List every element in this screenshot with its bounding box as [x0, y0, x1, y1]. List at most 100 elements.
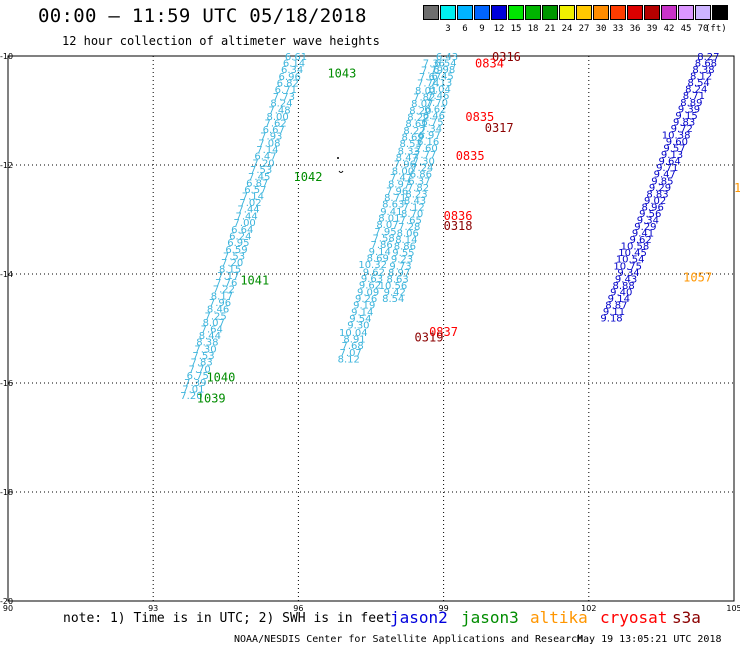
swh-value-label: 7.17 — [217, 271, 239, 282]
colorbar-tick-label: 36 — [629, 24, 641, 34]
swh-value-label: 7.68 — [341, 341, 363, 352]
swh-value-label: 8.97 — [388, 180, 410, 191]
swh-value-label: 9.42 — [384, 287, 406, 298]
swh-value-label: 7.22 — [213, 285, 235, 296]
colorbar-swatch — [440, 5, 456, 20]
swh-value-label: 7.77 — [414, 150, 436, 161]
swh-value-label: 6.62 — [424, 104, 446, 115]
swh-value-label: 6.64 — [231, 225, 253, 236]
y-tick-label: -16 — [0, 379, 13, 388]
swh-value-label: 8.87 — [605, 301, 627, 312]
swh-value-label: 7.82 — [413, 92, 435, 103]
colorbar-swatch — [508, 5, 524, 20]
swh-value-label: 7.65 — [400, 216, 422, 227]
swh-value-label: 10.45 — [618, 248, 647, 259]
swh-value-label: 9.63 — [361, 274, 383, 285]
mission-legend-jason3: jason3 — [461, 608, 519, 627]
swh-value-label: 6.24 — [229, 231, 251, 242]
swh-value-label: 8.88 — [613, 281, 635, 292]
axis-ticks: 90 93 96 99 102 105 -10 -12 -14 -16 -18 -20 — [0, 52, 740, 613]
track-time-label: 1042 — [294, 170, 323, 184]
colorbar-swatch — [525, 5, 541, 20]
swh-value-label: 9.64 — [658, 157, 680, 168]
swh-value-label: 7.08 — [258, 139, 280, 150]
swh-value-label: 7.74 — [417, 79, 439, 90]
grid-lines — [7, 55, 735, 602]
swh-value-label: 7.36 — [423, 59, 445, 70]
swh-value-label: 9.47 — [654, 170, 676, 181]
colorbar-swatch — [457, 5, 473, 20]
swh-value-label: 7.62 — [265, 118, 287, 129]
swh-value-label: 9.23 — [391, 255, 413, 266]
x-tick-label: 105 — [726, 604, 740, 613]
swh-value-label: 6.43 — [436, 52, 458, 63]
swh-value-label: 8.12 — [338, 354, 360, 365]
swh-value-label: 6.54 — [434, 59, 456, 70]
swh-value-label: 9.15 — [675, 111, 697, 122]
swh-value-label: 9.57 — [663, 144, 685, 155]
swh-value-label: 7.44 — [237, 205, 259, 216]
colorbar-swatch — [542, 5, 558, 20]
swh-value-label: 7.96 — [386, 187, 408, 198]
colorbar-tick-label: 18 — [527, 24, 539, 34]
swh-value-label: 9.02 — [644, 196, 666, 207]
colorbar-tick-label: 24 — [561, 24, 573, 34]
swh-value-label: 8.89 — [680, 98, 702, 109]
x-tick-label: 102 — [581, 604, 596, 613]
swh-value-label: 8.96 — [642, 202, 664, 213]
swh-value-label: 9.39 — [678, 104, 700, 115]
swh-value-label: 8.68 — [695, 59, 717, 70]
swh-value-label: 9.55 — [392, 248, 414, 259]
swh-value-label: 8.24 — [270, 98, 292, 109]
swh-value-label: 6.04 — [429, 85, 451, 96]
colorbar-tick-label: 45 — [680, 24, 692, 34]
swh-value-label: 9.14 — [369, 247, 391, 258]
colorbar-swatch — [678, 5, 694, 20]
swh-value-label: 9.43 — [615, 274, 637, 285]
swh-value-label: 9.62 — [363, 267, 385, 278]
swh-value-label: 7.83 — [190, 358, 212, 369]
colorbar-swatch — [627, 5, 643, 20]
swh-value-label: 6.98 — [433, 65, 455, 76]
colorbar-tick-label: 6 — [462, 24, 468, 34]
swh-value-label: 8.63 — [386, 274, 408, 285]
swh-value-label: 7.86 — [371, 240, 393, 251]
swh-value-label: 8.46 — [207, 304, 229, 315]
swh-value-label: 8.54 — [382, 294, 404, 305]
swh-value-label: 7.73 — [273, 92, 295, 103]
swh-value-label: 7.82 — [407, 183, 429, 194]
swh-value-label: 8.43 — [404, 196, 426, 207]
swh-value-label: 8.63 — [382, 200, 404, 211]
colorbar-tick-label: 30 — [595, 24, 607, 34]
data-points: 6.616.146.346.966.826.717.738.247.488.00… — [180, 52, 719, 402]
colorbar-swatch — [593, 5, 609, 20]
swh-value-label: 7.14 — [242, 192, 264, 203]
swh-value-label: 7.45 — [248, 172, 270, 183]
track-time-label: 1040 — [206, 370, 235, 384]
track-time-label: 0835 — [465, 110, 494, 124]
swh-value-label: 7.20 — [180, 391, 202, 402]
colorbar-swatch — [661, 5, 677, 20]
swh-value-label: 9.11 — [603, 307, 625, 318]
page-title: 00:00 – 11:59 UTC 05/18/2018 — [38, 5, 367, 27]
track-time-label: 0834 — [475, 57, 504, 71]
swh-value-label: 9.09 — [357, 287, 379, 298]
swh-value-label: 6.59 — [225, 245, 247, 256]
swh-value-label: 8.61 — [405, 119, 427, 130]
y-tick-label: -10 — [0, 52, 13, 61]
swh-value-label: 8.24 — [685, 85, 707, 96]
swh-value-label: 8.07 — [376, 220, 398, 231]
track-time-label: 1056 — [734, 181, 740, 195]
swh-value-label: 8.22 — [407, 112, 429, 123]
swh-value-label: 8.17 — [211, 291, 233, 302]
swh-value-label: 9.71 — [656, 163, 678, 174]
swh-value-label: 7.34 — [420, 124, 442, 135]
swh-value-label: 9.18 — [600, 314, 622, 325]
x-tick-label: 96 — [293, 604, 303, 613]
footer-timestamp: May 19 13:05:21 UTC 2018 — [577, 634, 722, 645]
track-time-label: 0837 — [429, 325, 458, 339]
swh-value-label: 9.73 — [389, 261, 411, 272]
swh-value-label: 9.14 — [351, 308, 373, 319]
swh-value-label: 7.12 — [402, 202, 424, 213]
y-tick-label: -18 — [0, 488, 13, 497]
